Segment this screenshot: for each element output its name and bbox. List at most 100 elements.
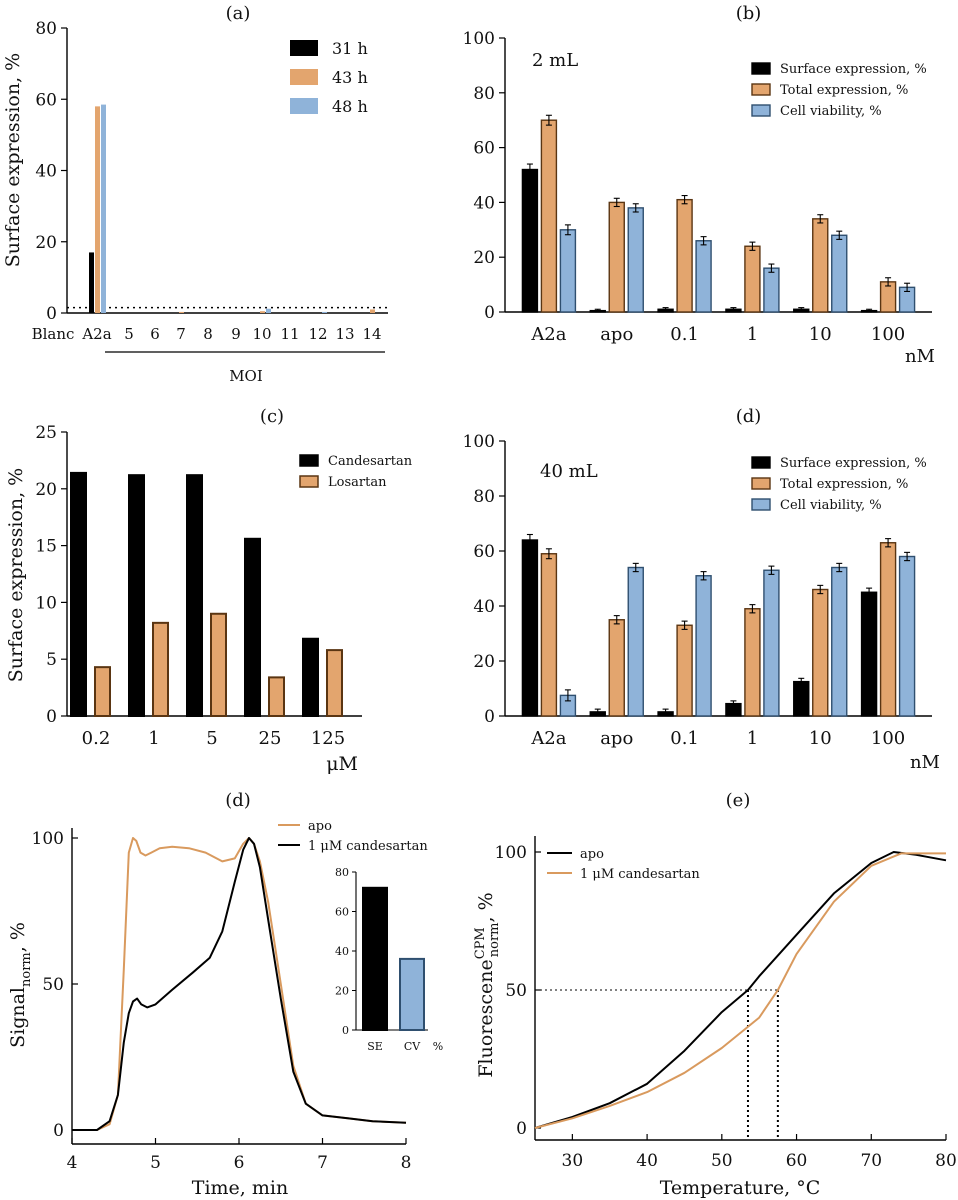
bar-c-0 <box>186 474 203 717</box>
x-tick-label-e: 70 <box>860 1151 882 1171</box>
bar-b-2 <box>559 229 577 313</box>
x-tick-label-c: 0.2 <box>82 728 111 749</box>
x-tick-label-c: 25 <box>259 728 282 749</box>
bar-d1-2 <box>898 555 916 717</box>
x-tick-label-a: 9 <box>231 325 241 343</box>
panel-label-d2: (d) <box>225 790 251 811</box>
x-tick-label-e: 50 <box>711 1151 733 1171</box>
y-tick-label-e: 50 <box>505 981 527 1001</box>
x-tick-label-c: 1 <box>148 728 159 749</box>
y-axis-title-suffix-e: , % <box>475 892 497 922</box>
bar-b-1 <box>812 218 829 313</box>
series-line-d2-1 <box>72 837 407 1131</box>
y-tick-label-a: 60 <box>35 90 57 110</box>
legend-label-b: Total expression, % <box>780 83 908 98</box>
y-axis-title-c: Surface expression, % <box>5 468 27 682</box>
panel-label-c: (c) <box>260 406 284 427</box>
y-axis-title-sub-e: norm <box>487 922 502 957</box>
x-tick-label-d1: 10 <box>809 728 832 749</box>
x-axis-title-d2: Time, min <box>192 1177 288 1199</box>
legend-label-b: Cell viability, % <box>780 104 882 119</box>
inset-x-tick-label: CV <box>404 1040 421 1053</box>
y-tick-label-a: 40 <box>35 162 57 182</box>
series-line-d2-0 <box>72 837 407 1131</box>
bar-b-1 <box>676 198 693 313</box>
x-tick-label-a: A2a <box>81 325 111 343</box>
legend-label-e: apo <box>580 847 604 862</box>
legend-swatch-b <box>751 62 771 75</box>
legend-label-d2: 1 μM candesartan <box>308 839 428 854</box>
panel-label-a: (a) <box>226 3 251 24</box>
bar-c-1 <box>152 621 169 718</box>
unit-label-d1: nM <box>910 752 940 773</box>
unit-label-c: μM <box>326 753 358 775</box>
panel-label-b: (b) <box>736 3 762 24</box>
bar-d1-2 <box>627 566 644 717</box>
x-tick-label-a: 11 <box>280 325 299 343</box>
y-tick-label-c: 25 <box>35 423 57 443</box>
y-tick-label-d1: 0 <box>484 707 495 727</box>
y-tick-label-b: 0 <box>484 303 495 323</box>
bar-b-1 <box>744 245 761 313</box>
bar-b-1 <box>608 201 625 313</box>
legend-label-a: 43 h <box>332 68 368 87</box>
x-tick-label-a: 5 <box>124 325 134 343</box>
x-tick-label-a: Blanc <box>32 325 75 343</box>
bar-c-1 <box>210 612 227 718</box>
bar-c-0 <box>128 474 145 717</box>
x-tick-label-d2: 6 <box>234 1153 245 1173</box>
x-tick-label-d2: 7 <box>317 1153 328 1173</box>
unit-label-b: nM <box>905 346 935 367</box>
x-tick-label-a: 12 <box>308 325 327 343</box>
inset-bar <box>362 886 388 1031</box>
x-tick-label-d2: 8 <box>401 1153 412 1173</box>
inset-y-tick-label: 80 <box>335 866 349 879</box>
y-tick-label-b: 80 <box>473 84 495 104</box>
bar-a-2 <box>266 308 271 313</box>
x-tick-label-d1: apo <box>600 728 633 749</box>
bar-a-1 <box>95 106 100 313</box>
x-tick-label-d1: 1 <box>747 728 758 749</box>
bar-d1-2 <box>831 566 848 717</box>
legend-swatch-c <box>299 454 319 467</box>
y-tick-label-d1: 60 <box>473 542 495 562</box>
y-tick-label-b: 20 <box>473 248 495 268</box>
bar-c-0 <box>244 537 261 717</box>
y-tick-label-d1: 100 <box>463 432 495 452</box>
legend-swatch-c <box>299 475 319 488</box>
x-axis-title-e: Temperature, °C <box>660 1177 821 1199</box>
x-tick-label-a: 8 <box>203 325 213 343</box>
x-tick-label-b: 10 <box>809 324 832 345</box>
legend-label-d1: Total expression, % <box>780 477 908 492</box>
bar-b-2 <box>695 240 712 313</box>
y-axis-title-sup-e: CPM <box>473 927 488 959</box>
legend-label-b: Surface expression, % <box>780 62 927 77</box>
y-tick-label-d2: 50 <box>42 975 64 995</box>
y-tick-label-a: 0 <box>46 304 57 324</box>
legend-label-c: Losartan <box>328 475 387 490</box>
legend-label-d1: Surface expression, % <box>780 456 927 471</box>
inset-y-tick-label: 60 <box>335 906 349 919</box>
bar-d1-2 <box>763 569 780 717</box>
y-tick-label-b: 60 <box>473 139 495 159</box>
inset-unit: % <box>433 1040 443 1053</box>
bar-b-2 <box>831 234 848 313</box>
y-tick-label-a: 20 <box>35 233 57 253</box>
x-tick-label-e: 30 <box>562 1151 584 1171</box>
bar-d1-2 <box>695 575 712 717</box>
inset-y-tick-label: 20 <box>335 985 349 998</box>
y-tick-label-e: 100 <box>495 843 527 863</box>
y-tick-label-c: 10 <box>35 593 57 613</box>
x-tick-label-d1: 100 <box>871 728 905 749</box>
legend-label-d2: apo <box>308 819 332 834</box>
x-tick-label-e: 40 <box>636 1151 658 1171</box>
y-tick-label-e: 0 <box>516 1119 527 1139</box>
x-tick-label-d1: 0.1 <box>670 728 699 749</box>
bar-d1-1 <box>608 619 625 717</box>
y-axis-title-main-e: Fluorescene <box>475 959 497 1077</box>
y-tick-label-c: 15 <box>35 537 57 557</box>
y-tick-label-c: 20 <box>35 480 57 500</box>
bar-b-0 <box>521 168 539 313</box>
x-tick-label-a: 10 <box>252 325 271 343</box>
